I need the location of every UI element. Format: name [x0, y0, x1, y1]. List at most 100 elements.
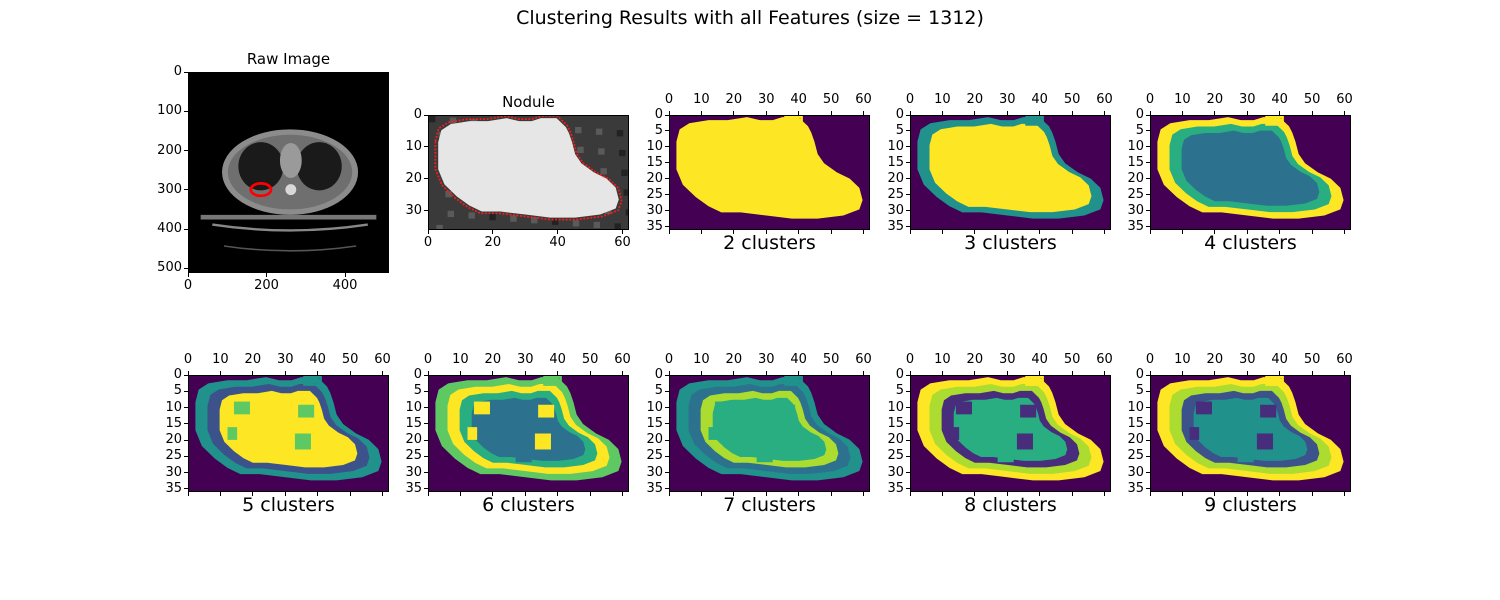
y-tick-mark: [906, 210, 910, 212]
cluster-region: [1228, 150, 1241, 167]
plot-area: [910, 375, 1111, 492]
y-tick-label: 15: [887, 415, 904, 431]
plot-area: [1150, 375, 1351, 492]
x-tick-mark: [909, 371, 911, 375]
y-tick-mark: [184, 374, 188, 376]
y-tick-label: 35: [646, 218, 663, 234]
y-tick-mark: [424, 407, 428, 408]
texture-pixel: [429, 116, 436, 123]
y-tick-mark: [184, 390, 188, 392]
x-tick-mark: [1039, 371, 1041, 375]
cluster-region: [1215, 433, 1235, 447]
x-tick-mark: [863, 371, 865, 375]
y-tick-label: 25: [165, 448, 182, 464]
x-axis-label: 8 clusters: [964, 494, 1057, 516]
x-tick-label: 40: [1271, 92, 1288, 107]
plot-area: [669, 375, 870, 492]
y-tick-label: 30: [646, 464, 663, 480]
y-tick-label: 20: [646, 432, 663, 447]
x-tick-mark: [219, 492, 221, 496]
y-tick-label: 5: [413, 383, 422, 399]
cluster-region: [1265, 376, 1284, 386]
y-tick-label: 35: [1127, 218, 1144, 234]
x-tick-mark: [252, 492, 254, 496]
y-tick-mark: [665, 194, 669, 196]
x-tick-mark: [909, 111, 911, 115]
x-tick-mark: [344, 273, 346, 277]
x-tick-label: 20: [1206, 92, 1224, 107]
cluster-region: [1237, 452, 1254, 463]
y-tick-mark: [424, 374, 428, 376]
texture-pixel: [621, 169, 628, 176]
x-tick-mark: [1214, 492, 1216, 496]
x-tick-mark: [909, 492, 911, 496]
y-tick-mark: [665, 488, 669, 490]
cluster-map: [670, 116, 869, 229]
x-tick-mark: [349, 492, 351, 496]
y-tick-label: 30: [165, 464, 182, 480]
x-tick-label: 30: [1238, 352, 1256, 367]
cluster-region: [253, 433, 273, 447]
plot-area: [669, 115, 870, 230]
x-tick-mark: [765, 492, 767, 496]
x-tick-mark: [1181, 492, 1183, 496]
x-tick-mark: [1246, 111, 1248, 115]
x-tick-label: 50: [1063, 92, 1081, 107]
x-tick-label: 10: [212, 352, 229, 367]
x-tick-label: 60: [855, 92, 872, 107]
x-tick-label: 10: [693, 352, 710, 367]
ct-scan-image: [189, 73, 388, 272]
x-tick-label: 60: [1336, 352, 1353, 367]
cluster-region: [734, 433, 754, 447]
cluster-map: [1151, 376, 1350, 491]
y-tick-mark: [424, 146, 428, 148]
ct-lung-right: [296, 142, 342, 191]
y-tick-mark: [906, 390, 910, 392]
x-tick-mark: [765, 111, 767, 115]
cluster-region: [1285, 439, 1299, 450]
cluster-region: [506, 411, 519, 428]
x-tick-mark: [1071, 492, 1073, 496]
y-tick-mark: [665, 146, 669, 148]
cluster-region: [1025, 116, 1044, 126]
y-tick-mark: [184, 455, 188, 457]
x-tick-label: 20: [484, 352, 502, 367]
x-tick-mark: [1149, 111, 1151, 115]
texture-pixel: [436, 224, 443, 229]
x-tick-mark: [492, 230, 494, 234]
texture-pixel: [445, 191, 452, 198]
texture-pixel: [595, 128, 603, 135]
y-tick-mark: [184, 267, 188, 269]
y-tick-mark: [665, 390, 669, 392]
y-tick-label: 5: [1135, 383, 1144, 399]
y-tick-label: 30: [887, 464, 904, 480]
y-tick-label: 25: [887, 448, 904, 464]
x-tick-mark: [187, 273, 189, 277]
x-tick-mark: [974, 230, 976, 234]
y-tick-label: 5: [654, 383, 663, 399]
cluster-region: [775, 433, 792, 450]
texture-pixel: [598, 148, 605, 155]
x-tick-label: 20: [966, 352, 984, 367]
x-tick-mark: [700, 492, 702, 496]
x-tick-label: 0: [423, 352, 433, 367]
x-tick-label: 30: [516, 352, 534, 367]
nodule-body: [438, 118, 619, 218]
y-tick-label: 20: [646, 170, 663, 186]
y-tick-label: 20: [165, 432, 182, 447]
ct-table-curve: [212, 223, 368, 232]
nodule-contour: [434, 116, 623, 221]
y-tick-mark: [424, 390, 428, 392]
x-tick-mark: [700, 111, 702, 115]
x-tick-mark: [427, 492, 429, 496]
x-tick-mark: [524, 371, 526, 375]
x-tick-label: 40: [549, 235, 566, 250]
y-tick-mark: [665, 162, 669, 164]
x-tick-mark: [589, 371, 591, 375]
cluster-region: [975, 433, 995, 447]
y-tick-mark: [1146, 374, 1150, 376]
x-tick-mark: [1311, 230, 1313, 234]
x-tick-mark: [1104, 492, 1106, 496]
x-tick-mark: [765, 230, 767, 234]
cluster-region: [949, 427, 960, 440]
